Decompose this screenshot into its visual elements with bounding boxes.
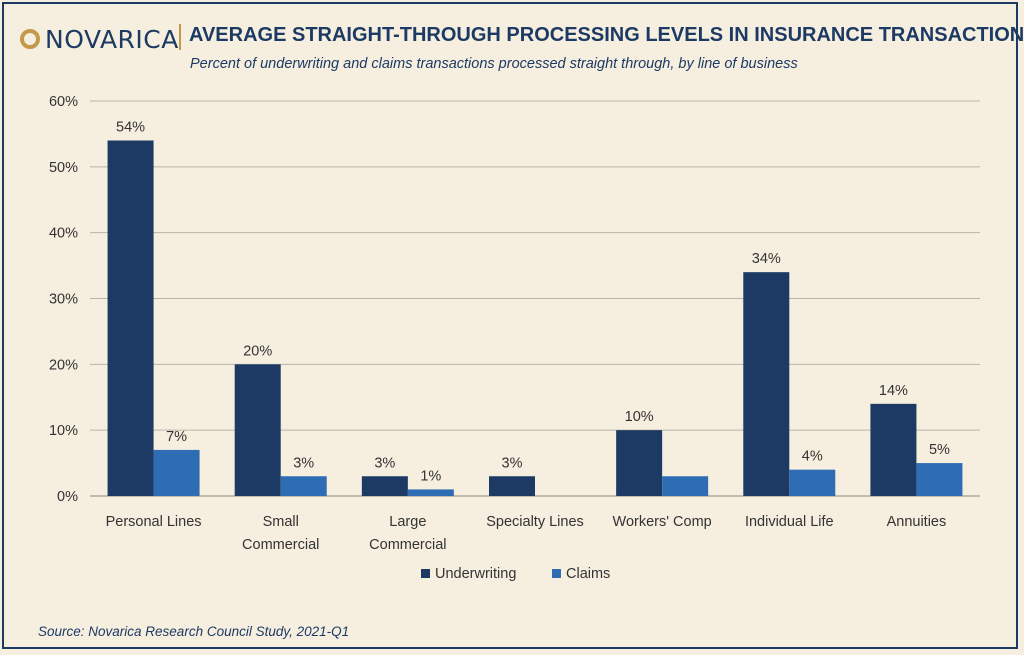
bar-underwriting [361,476,408,496]
data-label: 7% [166,429,187,445]
title-separator [179,24,181,50]
chart-subtitle: Percent of underwriting and claims trans… [190,56,798,72]
legend-label-underwriting: Underwriting [435,566,516,582]
bar-claims [153,449,200,496]
data-label: 3% [374,455,395,471]
logo-ring-icon [20,29,40,49]
x-tick-label: Annuities [887,514,947,530]
x-tick-label: Personal Lines [106,514,202,530]
data-label: 14% [879,383,908,399]
legend-label-claims: Claims [566,566,610,582]
x-tick-label: Commercial [369,537,446,553]
y-tick-label: 60% [49,94,78,110]
bar-underwriting [489,476,535,496]
y-tick-label: 0% [57,489,78,505]
data-label: 34% [752,251,781,267]
x-tick-label: Commercial [242,537,319,553]
bar-underwriting [870,403,917,496]
source-note: Source: Novarica Research Council Study,… [38,624,350,639]
bar-underwriting [616,430,663,496]
bar-chart: 0% 10% 20% 30% 40% 50% 60% 54% 7% Personal Lines 2… [49,94,980,582]
bar-claims [916,463,963,496]
x-tick-label: Specialty Lines [486,514,584,530]
bar-claims [280,476,327,496]
data-label: 1% [420,468,441,484]
data-label: 10% [625,409,654,425]
chart-title: AVERAGE STRAIGHT-THROUGH PROCESSING LEVE… [189,24,1024,46]
bar-claims [407,489,454,496]
data-label: 3% [502,455,523,471]
bar-underwriting [107,140,154,496]
bar-underwriting [743,272,790,496]
y-tick-label: 40% [49,226,78,242]
data-label: 3% [293,455,314,471]
legend-swatch-underwriting [421,569,430,578]
novarica-logo: NOVARICA [20,22,179,56]
x-tick-label: Small [263,514,299,530]
y-tick-label: 10% [49,423,78,439]
y-tick-label: 20% [49,357,78,373]
data-label: 20% [243,343,272,359]
data-label: 54% [116,120,145,136]
bar-claims [662,476,709,496]
y-tick-label: 50% [49,160,78,176]
y-tick-label: 30% [49,292,78,308]
x-tick-label: Workers' Comp [613,514,712,530]
data-label: 5% [929,442,950,458]
x-tick-label: Large [389,514,426,530]
x-tick-label: Individual Life [745,514,834,530]
data-label: 4% [802,449,823,465]
legend-swatch-claims [552,569,561,578]
logo-text: NOVARICA [45,24,179,54]
bar-claims [789,469,836,496]
bar-underwriting [234,364,281,496]
